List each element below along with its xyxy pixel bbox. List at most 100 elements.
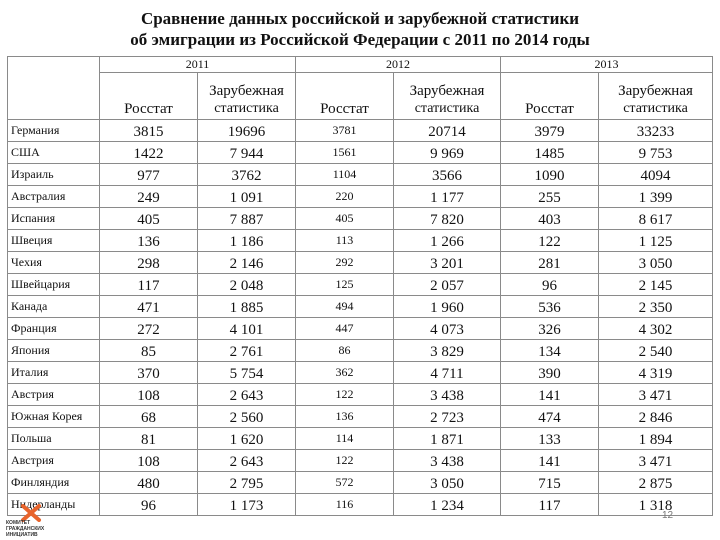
value-cell-r2013: 117	[500, 493, 599, 516]
value-cell-z2012: 20714	[393, 119, 501, 142]
year-header-2012: 2012	[295, 56, 501, 73]
value-cell-r2011: 249	[99, 185, 198, 208]
value-cell-r2011: 405	[99, 207, 198, 230]
country-cell: Швеция	[7, 229, 100, 252]
value-cell-r2011: 68	[99, 405, 198, 428]
col-foreign-2013: Зарубежная статистика	[598, 72, 713, 120]
year-header-2013: 2013	[500, 56, 713, 73]
value-cell-z2011: 2 795	[197, 471, 296, 494]
country-cell: Канада	[7, 295, 100, 318]
col-foreign-2011: Зарубежная статистика	[197, 72, 296, 120]
country-cell: Израиль	[7, 163, 100, 186]
value-cell-z2013: 9 753	[598, 141, 713, 164]
value-cell-r2013: 122	[500, 229, 599, 252]
value-cell-z2013: 3 471	[598, 383, 713, 406]
value-cell-r2011: 85	[99, 339, 198, 362]
value-cell-z2012: 1 177	[393, 185, 501, 208]
value-cell-r2012: 1561	[295, 141, 394, 164]
value-cell-z2011: 7 887	[197, 207, 296, 230]
value-cell-r2012: 122	[295, 383, 394, 406]
value-cell-r2013: 474	[500, 405, 599, 428]
value-cell-r2011: 298	[99, 251, 198, 274]
value-cell-r2013: 1090	[500, 163, 599, 186]
value-cell-z2011: 1 620	[197, 427, 296, 450]
page-number: 12	[662, 510, 674, 521]
value-cell-z2011: 5 754	[197, 361, 296, 384]
value-cell-r2013: 133	[500, 427, 599, 450]
value-cell-r2011: 471	[99, 295, 198, 318]
value-cell-z2012: 3 201	[393, 251, 501, 274]
value-cell-z2013: 3 471	[598, 449, 713, 472]
value-cell-r2012: 1104	[295, 163, 394, 186]
value-cell-z2012: 4 073	[393, 317, 501, 340]
value-cell-z2013: 8 617	[598, 207, 713, 230]
value-cell-r2013: 96	[500, 273, 599, 296]
value-cell-r2013: 281	[500, 251, 599, 274]
value-cell-r2013: 326	[500, 317, 599, 340]
value-cell-z2011: 2 560	[197, 405, 296, 428]
table-row: Швеция 136 1 186 113 1 266 122 1 125	[7, 229, 713, 252]
table-body: Германия 3815 19696 3781 20714 3979 33233 США 14…	[7, 119, 713, 516]
value-cell-z2013: 2 846	[598, 405, 713, 428]
value-cell-z2012: 1 266	[393, 229, 501, 252]
country-cell: Германия	[7, 119, 100, 142]
value-cell-r2012: 362	[295, 361, 394, 384]
kgi-logo: КОМИТЕТ ГРАЖДАНСКИХ ИНИЦИАТИВ	[6, 504, 56, 538]
value-cell-r2012: 292	[295, 251, 394, 274]
country-cell: Чехия	[7, 251, 100, 274]
value-cell-r2012: 116	[295, 493, 394, 516]
source-header-row: Росстат Зарубежная статистика Росстат Зар…	[8, 72, 713, 120]
country-cell: Испания	[7, 207, 100, 230]
value-cell-z2012: 3 829	[393, 339, 501, 362]
col-rosstat-2012: Росстат	[295, 72, 394, 120]
value-cell-z2013: 2 875	[598, 471, 713, 494]
value-cell-r2011: 108	[99, 383, 198, 406]
country-cell: Австрия	[7, 449, 100, 472]
value-cell-z2013: 33233	[598, 119, 713, 142]
table-row: Испания 405 7 887 405 7 820 403 8 617	[7, 207, 713, 230]
value-cell-r2012: 494	[295, 295, 394, 318]
value-cell-z2012: 2 723	[393, 405, 501, 428]
value-cell-r2013: 403	[500, 207, 599, 230]
value-cell-r2012: 113	[295, 229, 394, 252]
value-cell-z2013: 1 125	[598, 229, 713, 252]
table-row: Канада 471 1 885 494 1 960 536 2 350	[7, 295, 713, 318]
country-cell: Япония	[7, 339, 100, 362]
value-cell-z2013: 1 894	[598, 427, 713, 450]
value-cell-z2011: 4 101	[197, 317, 296, 340]
table-row: Южная Корея 68 2 560 136 2 723 474 2 846	[7, 405, 713, 428]
country-cell: Франция	[7, 317, 100, 340]
table-row: Чехия 298 2 146 292 3 201 281 3 050	[7, 251, 713, 274]
table-row: Швейцария 117 2 048 125 2 057 96 2 145	[7, 273, 713, 296]
value-cell-z2013: 2 350	[598, 295, 713, 318]
value-cell-z2012: 3 438	[393, 449, 501, 472]
value-cell-r2011: 272	[99, 317, 198, 340]
table-row: Нидерланды 96 1 173 116 1 234 117 1 318	[7, 493, 713, 516]
country-cell: Австрия	[7, 383, 100, 406]
value-cell-r2012: 86	[295, 339, 394, 362]
slide-title: Сравнение данных российской и зарубежной…	[0, 8, 720, 50]
value-cell-r2012: 572	[295, 471, 394, 494]
value-cell-r2011: 480	[99, 471, 198, 494]
country-cell: Швейцария	[7, 273, 100, 296]
table-row: Австрия 108 2 643 122 3 438 141 3 471	[7, 449, 713, 472]
country-cell: Италия	[7, 361, 100, 384]
value-cell-z2012: 4 711	[393, 361, 501, 384]
value-cell-r2013: 536	[500, 295, 599, 318]
value-cell-r2013: 141	[500, 449, 599, 472]
value-cell-r2012: 122	[295, 449, 394, 472]
table-row: Израиль 977 3762 1104 3566 1090 4094	[7, 163, 713, 186]
value-cell-z2013: 4 302	[598, 317, 713, 340]
value-cell-r2011: 136	[99, 229, 198, 252]
value-cell-r2012: 3781	[295, 119, 394, 142]
table-row: Финляндия 480 2 795 572 3 050 715 2 875	[7, 471, 713, 494]
country-cell: Южная Корея	[7, 405, 100, 428]
value-cell-z2011: 2 761	[197, 339, 296, 362]
value-cell-r2012: 447	[295, 317, 394, 340]
value-cell-r2012: 220	[295, 185, 394, 208]
value-cell-z2011: 3762	[197, 163, 296, 186]
value-cell-z2012: 1 960	[393, 295, 501, 318]
value-cell-z2011: 2 048	[197, 273, 296, 296]
country-cell: Финляндия	[7, 471, 100, 494]
value-cell-z2012: 1 234	[393, 493, 501, 516]
